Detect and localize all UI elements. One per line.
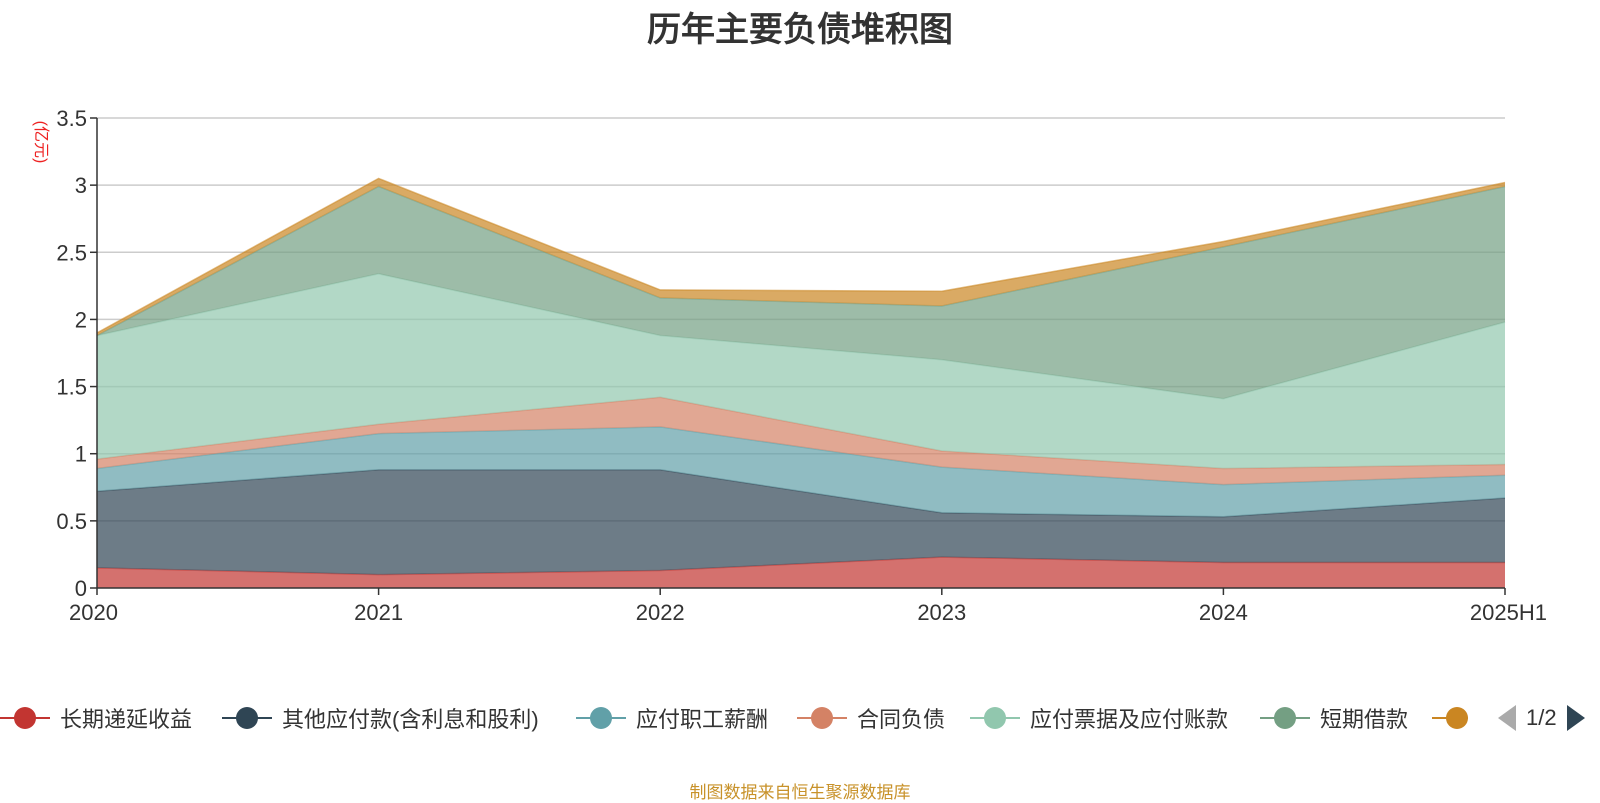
y-tick-label: 0 xyxy=(75,576,87,601)
data-source-note: 制图数据来自恒生聚源数据库 xyxy=(689,783,911,802)
x-tick-label: 2021 xyxy=(354,600,403,625)
y-tick-label: 3.5 xyxy=(56,106,87,131)
axes: 0 0.5 1 1.5 2 2.5 3 3.5 2020 2021 2022 2023 2024 2025… xyxy=(56,106,1547,625)
legend-marker-icon xyxy=(970,700,1020,736)
area-series-2[interactable] xyxy=(97,469,1505,575)
legend-label: 长期递延收益 xyxy=(60,707,193,732)
area-series-5[interactable] xyxy=(97,273,1505,469)
y-tick-label: 1 xyxy=(75,442,87,467)
legend-item[interactable]: 长期递延收益 xyxy=(0,700,192,736)
y-tick-label: 1.5 xyxy=(56,375,87,400)
legend-item[interactable]: 合同负债 xyxy=(797,700,945,736)
legend-marker-icon xyxy=(222,700,272,736)
legend-label: 应付职工薪酬 xyxy=(636,707,769,732)
legend-label: 合同负债 xyxy=(857,707,946,732)
legend-marker-icon xyxy=(1432,700,1468,736)
area-series-1[interactable] xyxy=(97,557,1505,588)
legend-marker-icon xyxy=(797,700,847,736)
x-tick-label: 2024 xyxy=(1199,600,1248,625)
area-series-7-edge xyxy=(96,177,1506,334)
chart-title: 历年主要负债堆积图 xyxy=(647,11,953,49)
area-series-6[interactable] xyxy=(97,186,1505,399)
y-tick-label: 0.5 xyxy=(56,509,87,534)
area-series-4[interactable] xyxy=(97,397,1505,485)
legend-item[interactable]: 应付职工薪酬 xyxy=(576,700,768,736)
legend-marker-icon xyxy=(576,700,626,736)
legend-marker-icon xyxy=(0,700,50,736)
area-series-3[interactable] xyxy=(97,426,1505,517)
legend: 长期递延收益 其他应付款(含利息和股利) 应付职工薪酬 合同负债 应付票据及应付账款 短期… xyxy=(0,700,1600,736)
y-tick-label: 2 xyxy=(75,307,87,332)
x-tick-label: 2025H1 xyxy=(1470,600,1547,625)
x-tick-label: 2022 xyxy=(636,600,685,625)
legend-label: 应付票据及应付账款 xyxy=(1030,707,1229,732)
legend-item[interactable]: 其他应付款(含利息和股利) xyxy=(222,700,539,736)
legend-label: 其他应付款(含利息和股利) xyxy=(282,707,539,732)
legend-item[interactable]: 应付票据及应付账款 xyxy=(970,700,1228,736)
legend-label: 短期借款 xyxy=(1320,707,1409,732)
legend-next-page-icon[interactable] xyxy=(1566,705,1585,731)
legend-prev-page-icon[interactable] xyxy=(1498,705,1516,731)
area-series-group xyxy=(96,177,1506,588)
x-tick-label: 2023 xyxy=(917,600,966,625)
y-tick-label: 3 xyxy=(75,173,87,198)
y-axis-unit-label: (亿元) xyxy=(32,121,50,164)
x-tick-label: 2020 xyxy=(69,600,118,625)
legend-item[interactable]: 短期借款 xyxy=(1260,700,1408,736)
legend-marker-icon xyxy=(1260,700,1310,736)
legend-page-indicator: 1/2 xyxy=(1526,705,1557,730)
legend-pager: 1/2 xyxy=(1498,700,1585,736)
legend-item[interactable] xyxy=(1432,700,1468,736)
y-tick-label: 2.5 xyxy=(56,240,87,265)
